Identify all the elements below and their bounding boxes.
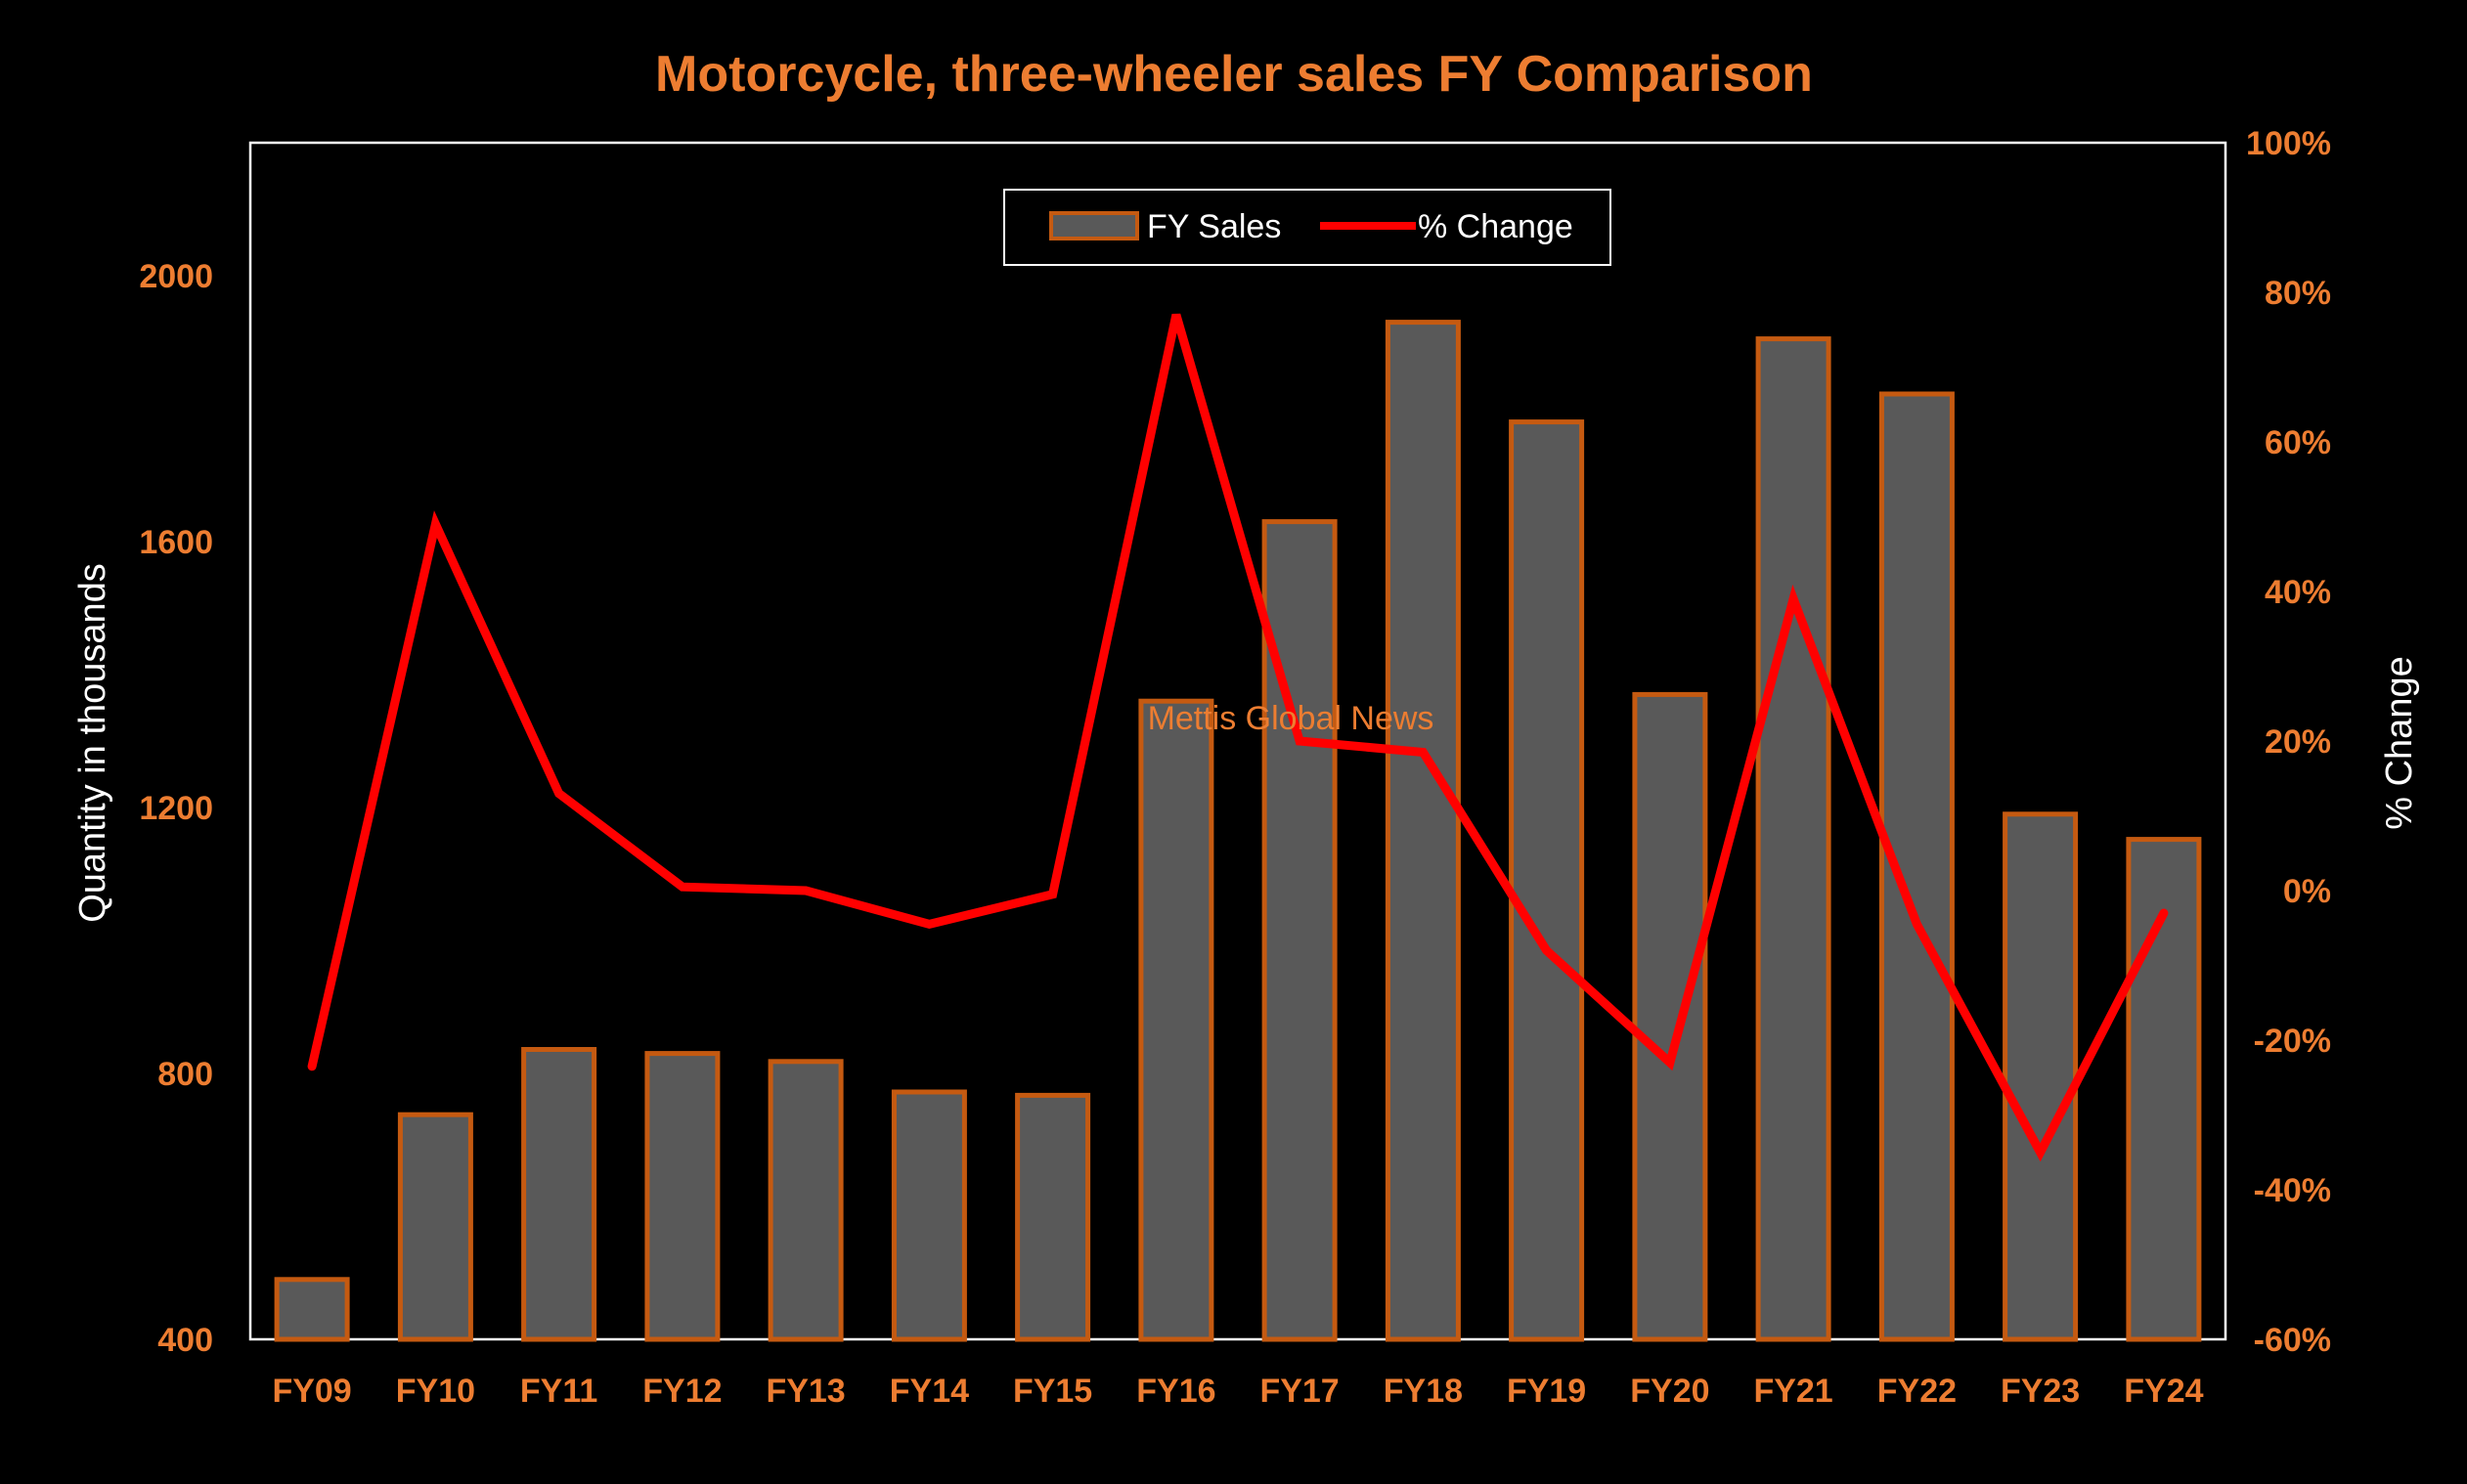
legend-label-percent-change: % Change [1418,208,1573,245]
x-tick-label: FY18 [1384,1373,1463,1410]
x-tick-label: FY11 [520,1373,597,1410]
percent-change-point-fy11 [557,792,560,795]
left-tick-label: 1200 [139,790,213,827]
bar-fy10 [397,1112,473,1342]
x-tick-label: FY10 [396,1373,475,1410]
right-axis-ticks: -60% -40% -20% 0% 20% 40% 60% 80% 100% [2246,125,2331,1359]
percent-change-point-fy17 [1299,740,1301,742]
bar-fy13 [768,1059,844,1342]
right-tick-label: -20% [2254,1023,2331,1060]
percent-change-point-fy12 [681,886,683,889]
right-tick-label: 40% [2265,574,2331,611]
bar-fy12 [644,1051,721,1342]
right-tick-label: -60% [2254,1322,2331,1359]
left-axis-ticks: 400 800 1200 1600 2000 [139,258,213,1359]
x-tick-label: FY12 [642,1373,722,1410]
x-tick-label: FY14 [890,1373,969,1410]
left-tick-label: 2000 [139,258,213,295]
legend-label-fy-sales: FY Sales [1147,208,1281,245]
bars [274,320,2202,1342]
bar-fy20 [1632,691,1708,1342]
right-tick-label: 80% [2265,275,2331,312]
percent-change-point-fy19 [1545,949,1548,952]
percent-change-point-fy24 [2162,912,2165,914]
x-tick-label: FY09 [272,1373,351,1410]
percent-change-point-fy23 [2039,1151,2042,1154]
bar-fy14 [891,1089,967,1342]
bar-fy24 [2126,837,2202,1342]
x-tick-label: FY24 [2124,1373,2203,1410]
bar-fy15 [1015,1092,1091,1342]
x-tick-label: FY16 [1136,1373,1215,1410]
legend-swatch-fy-sales [1049,211,1139,240]
right-tick-label: 0% [2283,873,2331,910]
x-tick-label: FY17 [1259,1373,1339,1410]
watermark: Mettis Global News [1148,700,1434,737]
bar-fy19 [1509,419,1585,1342]
chart-title: Motorcycle, three-wheeler sales FY Compa… [655,46,1813,103]
percent-change-point-fy18 [1422,751,1425,754]
bar-fy18 [1385,320,1461,1342]
y-axis-title: Quantity in thousands [72,563,113,923]
x-tick-label: FY20 [1630,1373,1709,1410]
percent-change-line [307,313,2169,1162]
x-axis-ticks: FY09 FY10 FY11 FY12 FY13 FY14 FY15 FY16 FY17 FY18… [272,1373,2203,1410]
percent-change-point-fy14 [928,923,931,926]
x-tick-label: FY22 [1877,1373,1957,1410]
bar-fy21 [1755,336,1831,1342]
y2-axis-title: % Change [2379,656,2420,829]
percent-change-point-fy10 [434,523,437,526]
right-tick-label: 20% [2265,723,2331,761]
bar-fy23 [2003,811,2079,1342]
left-tick-label: 800 [157,1056,213,1093]
percent-change-point-fy13 [805,890,808,892]
right-tick-label: 100% [2246,125,2331,162]
left-tick-label: 400 [157,1322,213,1359]
x-tick-label: FY15 [1013,1373,1092,1410]
left-tick-label: 1600 [139,524,213,561]
percent-change-point-fy22 [1916,923,1918,926]
plot-area [248,141,2227,1341]
bar-fy16 [1138,698,1214,1342]
right-tick-label: -40% [2254,1172,2331,1209]
percent-change-point-fy09 [311,1065,314,1068]
percent-change-polyline [307,313,2169,1162]
right-tick-label: 60% [2265,424,2331,461]
x-tick-label: FY19 [1507,1373,1586,1410]
x-tick-label: FY23 [2001,1373,2080,1410]
percent-change-point-fy15 [1051,893,1054,895]
percent-change-point-fy16 [1174,314,1177,316]
percent-change-point-fy21 [1792,597,1795,600]
percent-change-point-fy20 [1668,1062,1671,1064]
x-tick-label: FY13 [766,1373,845,1410]
x-tick-label: FY21 [1753,1373,1832,1410]
legend: FY Sales % Change [1003,189,1611,266]
bar-fy11 [521,1047,597,1342]
bar-fy09 [274,1277,350,1342]
